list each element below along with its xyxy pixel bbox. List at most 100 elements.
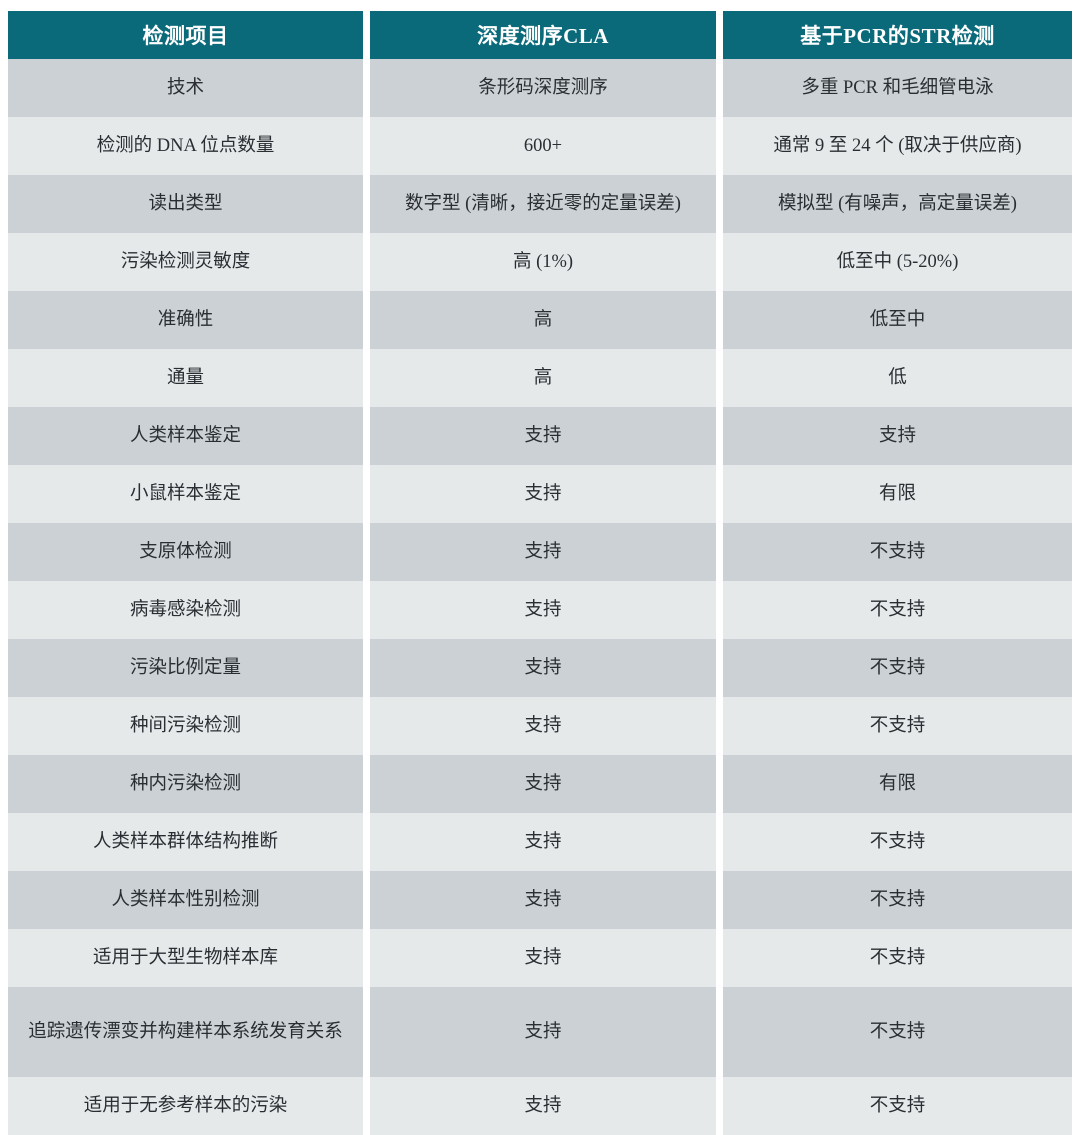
table-row: 适用于大型生物样本库 支持 不支持	[8, 929, 1072, 987]
table-row: 小鼠样本鉴定 支持 有限	[8, 465, 1072, 523]
cell-cla: 支持	[370, 523, 716, 581]
cell-item: 检测的 DNA 位点数量	[8, 117, 363, 175]
column-header-cla: 深度测序CLA	[370, 11, 716, 59]
cell-gap-2	[716, 697, 723, 755]
cell-str: 有限	[723, 755, 1072, 813]
cell-gap-2	[716, 755, 723, 813]
cell-str: 不支持	[723, 929, 1072, 987]
cell-gap-1	[363, 581, 370, 639]
cell-str: 低至中	[723, 291, 1072, 349]
cell-gap-1	[363, 697, 370, 755]
cell-cla: 支持	[370, 1077, 716, 1135]
cell-cla: 支持	[370, 929, 716, 987]
table-row: 人类样本鉴定 支持 支持	[8, 407, 1072, 465]
table-row: 污染比例定量 支持 不支持	[8, 639, 1072, 697]
cell-gap-1	[363, 871, 370, 929]
cell-cla: 高	[370, 349, 716, 407]
cell-gap-1	[363, 59, 370, 117]
cell-item: 污染检测灵敏度	[8, 233, 363, 291]
cell-gap-1	[363, 987, 370, 1077]
cell-str: 不支持	[723, 987, 1072, 1077]
table-row: 人类样本群体结构推断 支持 不支持	[8, 813, 1072, 871]
cell-str: 不支持	[723, 639, 1072, 697]
cell-gap-2	[716, 59, 723, 117]
cell-cla: 支持	[370, 813, 716, 871]
cell-cla: 支持	[370, 581, 716, 639]
cell-str: 模拟型 (有噪声，高定量误差)	[723, 175, 1072, 233]
cell-gap-1	[363, 117, 370, 175]
cell-gap-2	[716, 175, 723, 233]
cell-cla: 支持	[370, 987, 716, 1077]
cell-cla: 600+	[370, 117, 716, 175]
cell-str: 有限	[723, 465, 1072, 523]
cell-cla: 条形码深度测序	[370, 59, 716, 117]
table-body: 技术 条形码深度测序 多重 PCR 和毛细管电泳 检测的 DNA 位点数量 600+ 通常…	[8, 59, 1072, 1135]
cell-str: 支持	[723, 407, 1072, 465]
cell-item: 追踪遗传漂变并构建样本系统发育关系	[8, 987, 363, 1077]
cell-gap-2	[716, 639, 723, 697]
cell-item: 病毒感染检测	[8, 581, 363, 639]
header-gap-1	[363, 11, 370, 59]
cell-gap-1	[363, 813, 370, 871]
table-row: 技术 条形码深度测序 多重 PCR 和毛细管电泳	[8, 59, 1072, 117]
cell-gap-2	[716, 581, 723, 639]
cell-gap-1	[363, 407, 370, 465]
cell-cla: 支持	[370, 697, 716, 755]
cell-item: 读出类型	[8, 175, 363, 233]
cell-gap-1	[363, 1077, 370, 1135]
table-row: 适用于无参考样本的污染 支持 不支持	[8, 1077, 1072, 1135]
cell-item: 人类样本性别检测	[8, 871, 363, 929]
cell-cla: 数字型 (清晰，接近零的定量误差)	[370, 175, 716, 233]
table-row: 读出类型 数字型 (清晰，接近零的定量误差) 模拟型 (有噪声，高定量误差)	[8, 175, 1072, 233]
cell-cla: 支持	[370, 755, 716, 813]
cell-cla: 高	[370, 291, 716, 349]
cell-gap-2	[716, 523, 723, 581]
cell-item: 技术	[8, 59, 363, 117]
cell-gap-2	[716, 349, 723, 407]
cell-gap-2	[716, 407, 723, 465]
cell-str: 不支持	[723, 871, 1072, 929]
cell-cla: 支持	[370, 639, 716, 697]
cell-str: 不支持	[723, 523, 1072, 581]
cell-gap-1	[363, 291, 370, 349]
cell-item: 通量	[8, 349, 363, 407]
cell-gap-1	[363, 755, 370, 813]
cell-item: 支原体检测	[8, 523, 363, 581]
table-header: 检测项目 深度测序CLA 基于PCR的STR检测	[8, 11, 1072, 59]
cell-cla: 支持	[370, 871, 716, 929]
cell-str: 不支持	[723, 1077, 1072, 1135]
table-row: 种内污染检测 支持 有限	[8, 755, 1072, 813]
table-row: 种间污染检测 支持 不支持	[8, 697, 1072, 755]
cell-str: 低	[723, 349, 1072, 407]
table-row: 准确性高低至中	[8, 291, 1072, 349]
table-row: 污染检测灵敏度高 (1%) 低至中 (5-20%)	[8, 233, 1072, 291]
cell-item: 适用于无参考样本的污染	[8, 1077, 363, 1135]
cell-gap-2	[716, 987, 723, 1077]
comparison-table: 检测项目 深度测序CLA 基于PCR的STR检测 技术 条形码深度测序 多重 PCR…	[8, 11, 1072, 1135]
cell-str: 多重 PCR 和毛细管电泳	[723, 59, 1072, 117]
cell-gap-2	[716, 929, 723, 987]
cell-cla: 支持	[370, 465, 716, 523]
cell-gap-2	[716, 117, 723, 175]
column-header-str: 基于PCR的STR检测	[723, 11, 1072, 59]
cell-gap-1	[363, 465, 370, 523]
cell-gap-2	[716, 871, 723, 929]
cell-gap-1	[363, 929, 370, 987]
cell-gap-2	[716, 465, 723, 523]
table-row: 通量高低	[8, 349, 1072, 407]
cell-str: 通常 9 至 24 个 (取决于供应商)	[723, 117, 1072, 175]
header-row: 检测项目 深度测序CLA 基于PCR的STR检测	[8, 11, 1072, 59]
cell-gap-1	[363, 233, 370, 291]
cell-item: 污染比例定量	[8, 639, 363, 697]
cell-str: 低至中 (5-20%)	[723, 233, 1072, 291]
cell-gap-2	[716, 291, 723, 349]
cell-item: 适用于大型生物样本库	[8, 929, 363, 987]
cell-gap-1	[363, 175, 370, 233]
cell-item: 小鼠样本鉴定	[8, 465, 363, 523]
table-row: 支原体检测 支持 不支持	[8, 523, 1072, 581]
comparison-table-page: 检测项目 深度测序CLA 基于PCR的STR检测 技术 条形码深度测序 多重 PCR…	[8, 11, 1072, 1135]
cell-gap-1	[363, 639, 370, 697]
cell-gap-2	[716, 233, 723, 291]
cell-cla: 高 (1%)	[370, 233, 716, 291]
column-header-item: 检测项目	[8, 11, 363, 59]
